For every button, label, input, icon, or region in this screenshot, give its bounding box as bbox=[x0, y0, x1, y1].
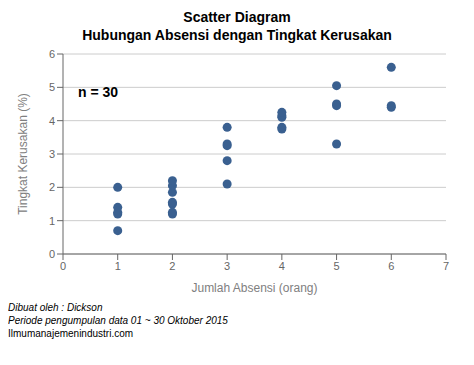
html-text:Ilmumanajemenindustri.com: Ilmumanajemenindustri.com bbox=[8, 328, 134, 339]
svg-text:5: 5 bbox=[334, 260, 340, 272]
svg-text:0: 0 bbox=[49, 248, 55, 260]
svg-text:0: 0 bbox=[60, 260, 66, 272]
svg-text:1: 1 bbox=[49, 215, 55, 227]
html-text:Dibuat oleh : Dickson: Dibuat oleh : Dickson bbox=[8, 302, 103, 313]
svg-text:1: 1 bbox=[115, 260, 121, 272]
svg-text:6: 6 bbox=[388, 260, 394, 272]
svg-text:4: 4 bbox=[49, 115, 55, 127]
svg-text:Tingkat Kerusakan (%): Tingkat Kerusakan (%) bbox=[16, 93, 30, 215]
svg-text:2: 2 bbox=[169, 260, 175, 272]
svg-text:7: 7 bbox=[443, 260, 449, 272]
svg-text:Jumlah Absensi (orang): Jumlah Absensi (orang) bbox=[191, 281, 317, 295]
html-text:Periode pengumpulan data 01 ~: Periode pengumpulan data 01 ~ 30 Oktober… bbox=[8, 315, 228, 326]
svg-text:4: 4 bbox=[279, 260, 285, 272]
html-text:Hubungan Absensi dengan Tingka: Hubungan Absensi dengan Tingkat Kerusaka… bbox=[82, 27, 392, 43]
svg-text:3: 3 bbox=[224, 260, 230, 272]
svg-text:2: 2 bbox=[49, 181, 55, 193]
svg-text:5: 5 bbox=[49, 81, 55, 93]
svg-text:6: 6 bbox=[49, 48, 55, 60]
html-text:Scatter Diagram: Scatter Diagram bbox=[183, 9, 291, 25]
html-text:n = 30: n = 30 bbox=[78, 84, 119, 100]
svg-text:3: 3 bbox=[49, 148, 55, 160]
